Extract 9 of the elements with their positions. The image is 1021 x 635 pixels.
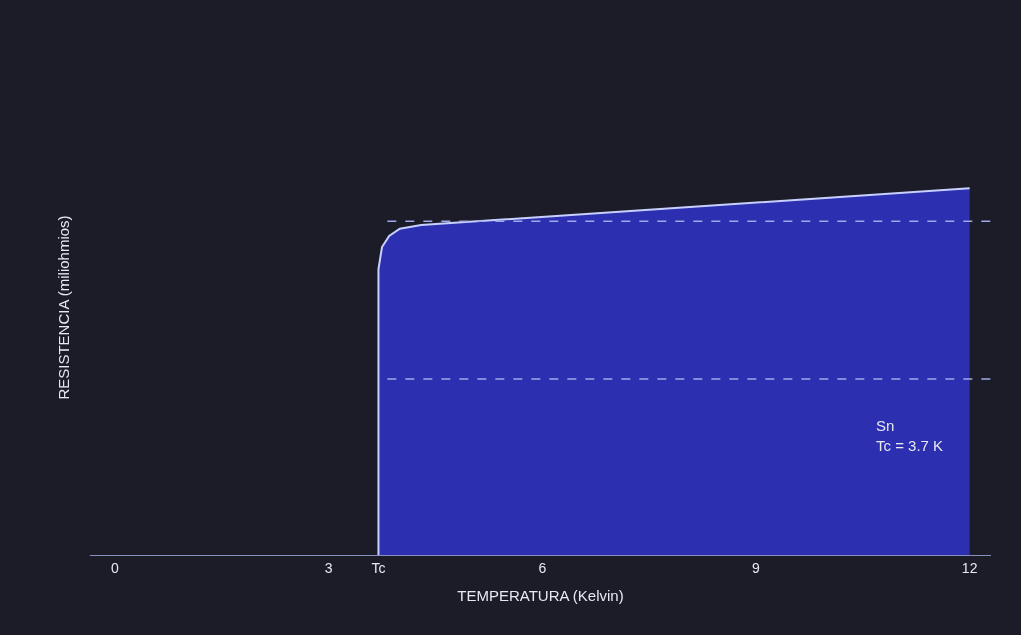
x-tick-label: 12 bbox=[961, 559, 978, 576]
x-tick-label: 3 bbox=[324, 559, 333, 576]
x-tick-label: 6 bbox=[538, 559, 547, 576]
x-tick-label: Tc bbox=[371, 559, 386, 576]
x-tick-label: 0 bbox=[111, 559, 120, 576]
x-axis-title: TEMPERATURA (Kelvin) bbox=[457, 586, 624, 604]
annotation: Sn Tc = 3.7 K bbox=[876, 417, 944, 454]
y-axis-title: RESISTENCIA (miliohmios) bbox=[55, 215, 73, 400]
x-tick-label: 9 bbox=[752, 559, 761, 576]
